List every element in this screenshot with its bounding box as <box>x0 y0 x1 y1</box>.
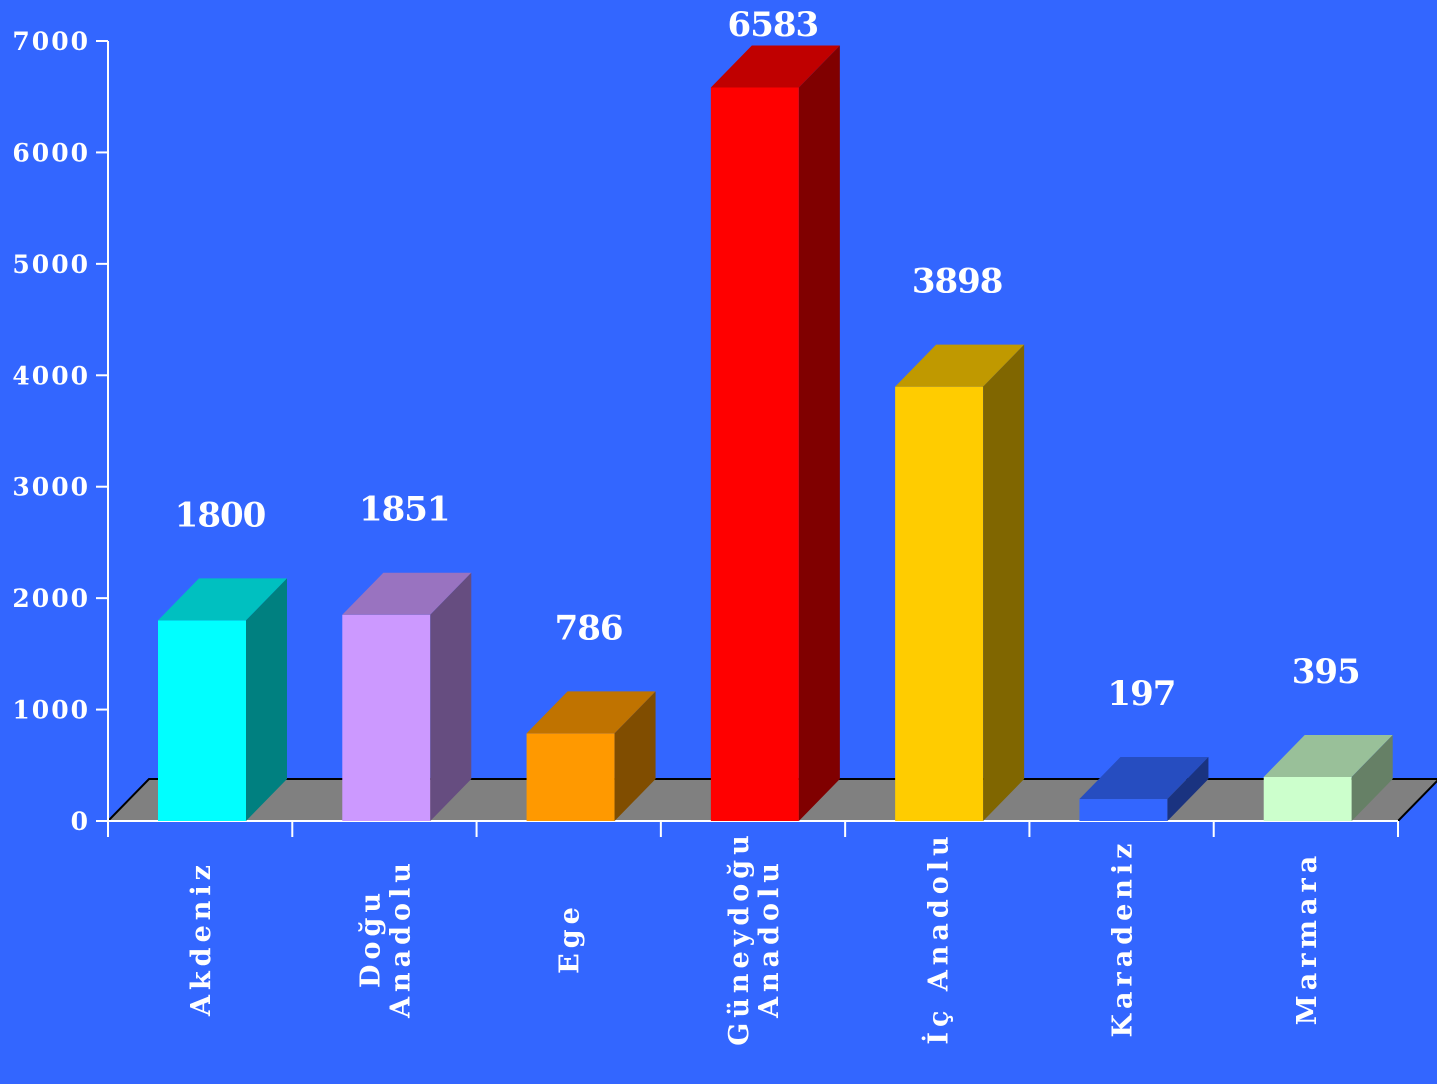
bar-top <box>526 691 656 734</box>
x-tick-label: Ege <box>555 902 586 974</box>
bar-top <box>342 572 472 615</box>
bar-front <box>1079 799 1168 821</box>
bar <box>1263 734 1393 821</box>
bar-front <box>1263 776 1352 821</box>
bar-side <box>798 45 840 822</box>
bar-front <box>342 614 431 821</box>
bar-side <box>614 691 656 821</box>
bar-side <box>430 572 472 821</box>
x-tick-label: Marmara <box>1292 851 1323 1025</box>
bar <box>1079 757 1209 821</box>
bar-front <box>158 620 246 821</box>
y-tick-label: 3000 <box>12 473 90 502</box>
data-label: 3898 <box>912 262 1003 302</box>
x-tick-label: Anadolu <box>754 858 785 1019</box>
bar-front <box>895 386 984 821</box>
data-label: 6583 <box>728 5 819 45</box>
bar-top <box>158 578 287 621</box>
bar <box>158 578 287 821</box>
x-tick-label: İç Anadolu <box>920 831 954 1044</box>
bar-side <box>246 578 287 821</box>
y-tick-label: 5000 <box>12 250 90 279</box>
data-label: 1800 <box>175 495 266 535</box>
bar-side <box>1167 757 1209 821</box>
y-tick-label: 7000 <box>12 27 90 56</box>
y-tick-label: 6000 <box>12 138 90 167</box>
data-label: 395 <box>1292 652 1360 692</box>
data-label: 1851 <box>359 490 450 530</box>
y-tick-label: 0 <box>71 807 90 836</box>
bar <box>895 344 1025 821</box>
y-tick-label: 4000 <box>12 361 90 390</box>
x-tick-label: Güneydoğu <box>724 830 755 1046</box>
bar-top <box>710 45 840 88</box>
bar <box>710 45 840 822</box>
x-tick-label: Akdeniz <box>186 860 217 1017</box>
bar-side <box>983 344 1025 821</box>
bar <box>526 691 656 821</box>
bar-top <box>1079 757 1209 800</box>
y-tick-label: 1000 <box>12 696 90 725</box>
bar-side <box>1351 734 1393 821</box>
x-tick-label: Karadeniz <box>1108 839 1139 1038</box>
y-tick-label: 2000 <box>12 584 90 613</box>
bar <box>342 572 472 821</box>
x-tick-label: Anadolu <box>385 858 416 1019</box>
bar-front <box>526 733 615 821</box>
bar-top <box>895 344 1025 387</box>
bar-top <box>1263 734 1393 777</box>
data-label: 786 <box>555 608 623 648</box>
bar-front <box>710 87 799 822</box>
x-tick-label: Doğu <box>355 888 386 988</box>
data-label: 197 <box>1107 674 1175 714</box>
